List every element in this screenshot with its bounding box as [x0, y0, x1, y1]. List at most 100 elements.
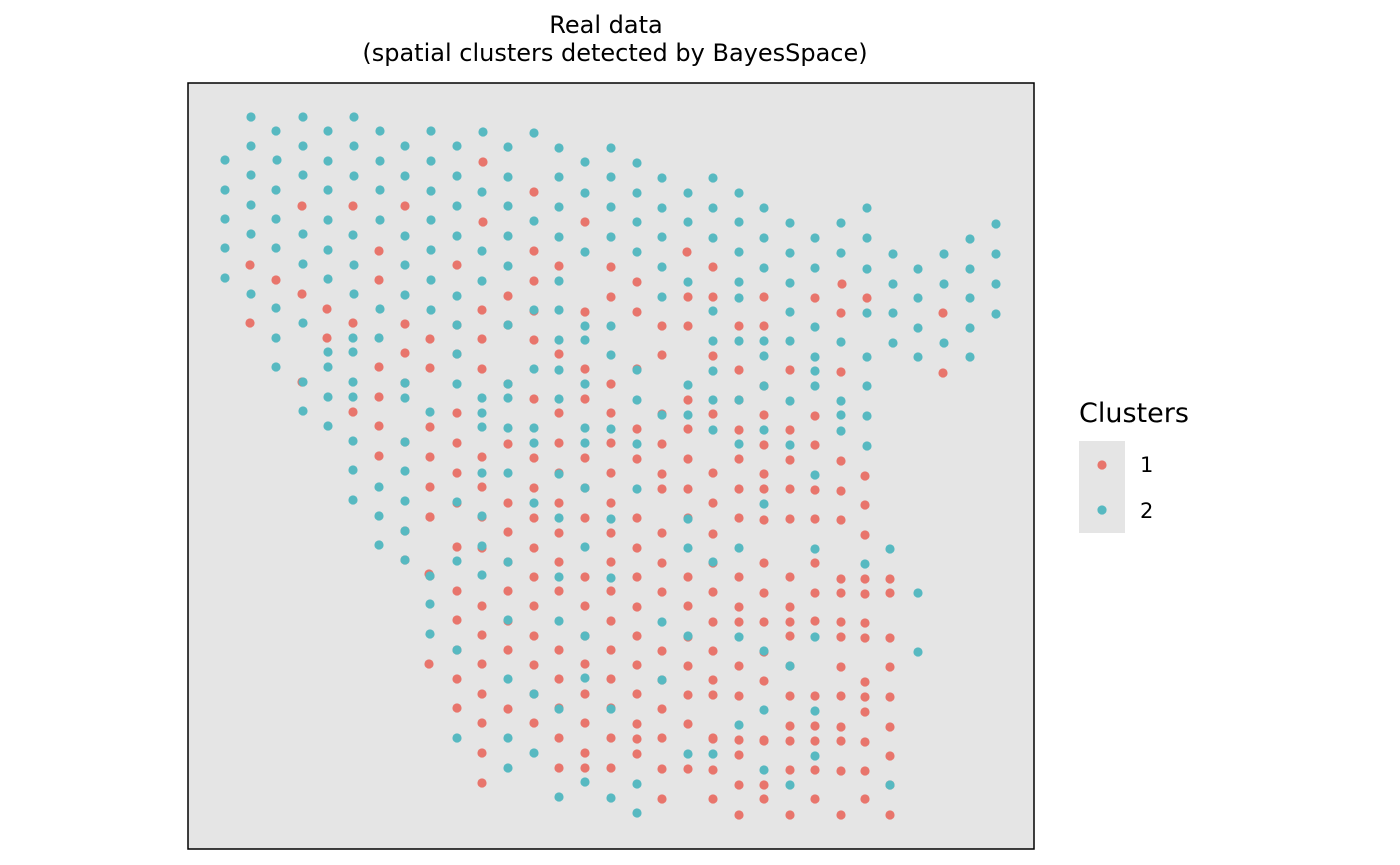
point-cluster-1 [477, 659, 487, 669]
point-cluster-2 [657, 410, 667, 420]
point-cluster-1 [734, 365, 744, 375]
point-cluster-2 [374, 482, 384, 492]
points-layer [220, 112, 1001, 820]
point-cluster-1 [400, 319, 410, 329]
point-cluster-1 [785, 691, 795, 701]
point-cluster-1 [683, 321, 693, 331]
point-cluster-1 [400, 201, 410, 211]
point-cluster-2 [503, 393, 513, 403]
point-cluster-1 [452, 542, 462, 552]
point-cluster-2 [991, 249, 1001, 259]
point-cluster-2 [375, 126, 385, 136]
point-cluster-2 [708, 336, 718, 346]
point-cluster-2 [323, 126, 333, 136]
point-cluster-2 [785, 248, 795, 258]
point-cluster-2 [323, 347, 333, 357]
point-cluster-1 [785, 765, 795, 775]
point-cluster-1 [836, 456, 846, 466]
point-cluster-2 [477, 187, 487, 197]
point-cluster-1 [580, 572, 590, 582]
point-cluster-1 [708, 794, 718, 804]
point-cluster-2 [272, 155, 282, 165]
point-cluster-2 [759, 381, 769, 391]
point-cluster-2 [657, 675, 667, 685]
point-cluster-1 [683, 764, 693, 774]
point-cluster-2 [580, 542, 590, 552]
point-cluster-2 [759, 425, 769, 435]
point-cluster-1 [785, 631, 795, 641]
point-cluster-1 [606, 528, 616, 538]
point-cluster-2 [939, 338, 949, 348]
legend-key-cluster-1 [1097, 460, 1107, 470]
point-cluster-2 [554, 172, 564, 182]
legend-label-cluster-2: 2 [1140, 499, 1153, 523]
point-cluster-2 [349, 260, 359, 270]
point-cluster-2 [400, 231, 410, 241]
point-cluster-2 [965, 323, 975, 333]
point-cluster-1 [297, 201, 307, 211]
legend-key-background [1079, 441, 1125, 533]
point-cluster-1 [938, 308, 948, 318]
point-cluster-1 [683, 719, 693, 729]
point-cluster-2 [810, 366, 820, 376]
point-cluster-1 [657, 484, 667, 494]
point-cluster-1 [785, 425, 795, 435]
point-cluster-2 [452, 201, 462, 211]
point-cluster-1 [810, 411, 820, 421]
point-cluster-2 [220, 185, 230, 195]
point-cluster-2 [323, 215, 333, 225]
point-cluster-2 [425, 407, 435, 417]
point-cluster-1 [452, 260, 462, 270]
point-cluster-2 [734, 277, 744, 287]
point-cluster-1 [785, 484, 795, 494]
point-cluster-2 [683, 631, 693, 641]
point-cluster-2 [477, 276, 487, 286]
point-cluster-2 [913, 264, 923, 274]
point-cluster-2 [991, 309, 1001, 319]
point-cluster-2 [734, 543, 744, 553]
point-cluster-2 [862, 233, 872, 243]
point-cluster-2 [503, 379, 513, 389]
point-cluster-1 [810, 485, 820, 495]
point-cluster-2 [785, 661, 795, 671]
point-cluster-2 [452, 556, 462, 566]
point-cluster-2 [503, 201, 513, 211]
point-cluster-2 [810, 263, 820, 273]
point-cluster-2 [708, 173, 718, 183]
point-cluster-2 [452, 349, 462, 359]
point-cluster-2 [683, 277, 693, 287]
point-cluster-2 [271, 362, 281, 372]
point-cluster-2 [734, 293, 744, 303]
point-cluster-1 [860, 500, 870, 510]
point-cluster-1 [580, 718, 590, 728]
point-cluster-2 [554, 276, 564, 286]
point-cluster-1 [785, 365, 795, 375]
point-cluster-1 [682, 247, 692, 257]
point-cluster-2 [554, 792, 564, 802]
point-cluster-2 [348, 465, 358, 475]
point-cluster-1 [683, 292, 693, 302]
point-cluster-1 [606, 763, 616, 773]
point-cluster-1 [810, 514, 820, 524]
point-cluster-2 [580, 335, 590, 345]
point-cluster-1 [297, 289, 307, 299]
point-cluster-2 [529, 128, 539, 138]
point-cluster-2 [759, 336, 769, 346]
point-cluster-1 [374, 451, 384, 461]
point-cluster-1 [606, 557, 616, 567]
point-cluster-1 [810, 691, 820, 701]
point-cluster-2 [452, 497, 462, 507]
point-cluster-1 [632, 689, 642, 699]
point-cluster-2 [580, 247, 590, 257]
point-cluster-2 [554, 335, 564, 345]
point-cluster-2 [529, 498, 539, 508]
point-cluster-1 [425, 512, 435, 522]
point-cluster-2 [400, 555, 410, 565]
point-cluster-1 [657, 469, 667, 479]
point-cluster-2 [426, 126, 436, 136]
point-cluster-1 [708, 617, 718, 627]
point-cluster-2 [708, 395, 718, 405]
point-cluster-1 [580, 689, 590, 699]
point-cluster-1 [759, 676, 769, 686]
point-cluster-2 [734, 188, 744, 198]
